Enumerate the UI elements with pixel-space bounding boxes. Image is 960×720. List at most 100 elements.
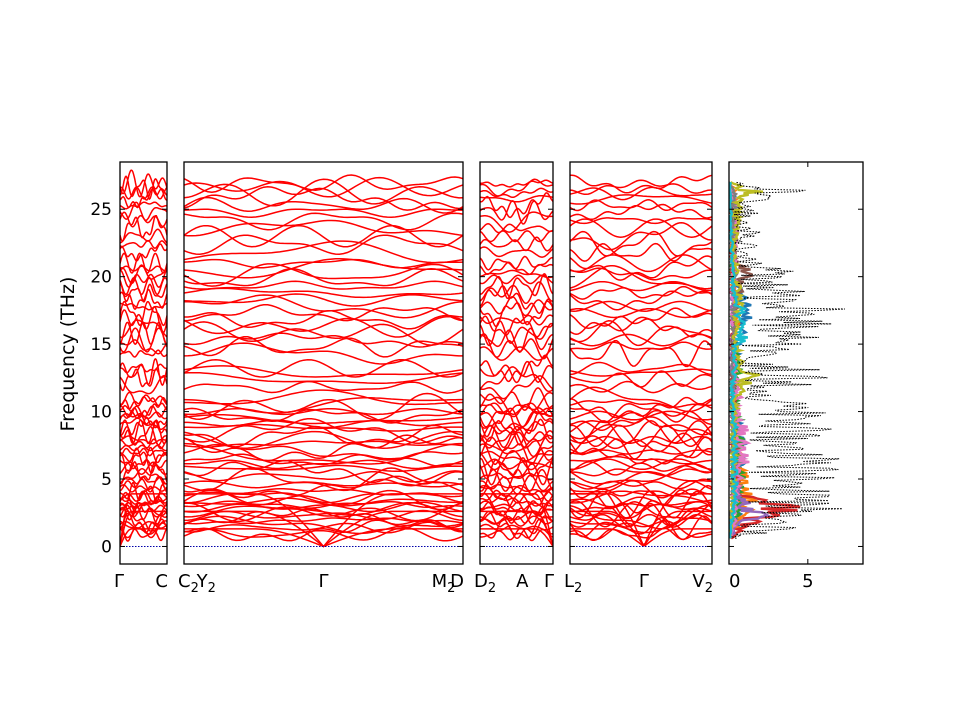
band-line <box>480 255 553 271</box>
band-line <box>480 484 553 493</box>
band-line <box>184 519 463 542</box>
x-tick-label: C <box>155 571 168 592</box>
band-line <box>120 252 167 274</box>
band-line <box>570 370 712 388</box>
band-line <box>184 359 463 378</box>
band-line <box>184 501 463 518</box>
dos-x-tick-label: 5 <box>802 571 813 592</box>
band-line <box>570 264 712 290</box>
band-line <box>184 293 463 307</box>
band-line <box>184 258 463 269</box>
band-line <box>570 179 712 196</box>
band-line <box>570 455 712 465</box>
band-line <box>570 399 712 408</box>
band-line <box>570 502 712 513</box>
band-line <box>120 391 167 407</box>
band-line <box>120 438 167 450</box>
band-line <box>480 230 553 243</box>
band-line <box>184 219 463 237</box>
band-line <box>120 435 167 445</box>
band-line <box>480 472 553 481</box>
band-line <box>184 434 463 462</box>
band-line <box>480 474 553 495</box>
band-line <box>570 341 712 350</box>
band-line <box>480 402 553 415</box>
band-line <box>570 410 712 421</box>
band-line <box>570 221 712 251</box>
band-line <box>570 435 712 444</box>
band-line <box>570 500 712 520</box>
band-line <box>480 298 553 328</box>
y-tick-label: 25 <box>90 200 112 220</box>
x-tick-label: A <box>516 571 529 592</box>
band-line <box>570 386 712 413</box>
band-line <box>570 490 712 504</box>
band-line <box>570 307 712 332</box>
band-line <box>184 397 463 414</box>
band-line <box>120 327 167 353</box>
y-tick-label: 0 <box>101 537 112 557</box>
band-line <box>184 417 463 445</box>
band-line <box>120 201 167 222</box>
band-line <box>570 194 712 205</box>
band-line <box>570 199 712 212</box>
band-line <box>120 306 167 334</box>
x-tick-label: V2 <box>692 571 713 596</box>
band-line <box>570 186 712 201</box>
band-line <box>120 497 167 507</box>
band-line <box>480 511 553 525</box>
band-line <box>184 315 463 338</box>
x-tick-label: M2 <box>432 571 456 596</box>
band-line <box>184 212 463 231</box>
band-line <box>184 521 463 534</box>
dos-frame <box>728 161 864 565</box>
band-line <box>184 234 463 255</box>
panel-d2-a-gamma: D2 A Γ <box>474 161 554 596</box>
band-line <box>120 446 167 467</box>
band-line <box>184 407 463 424</box>
band-line <box>570 217 712 225</box>
band-line <box>570 174 712 194</box>
band-line <box>480 354 553 383</box>
band-line <box>184 332 463 348</box>
band-lines <box>570 174 712 547</box>
band-line <box>120 451 167 474</box>
band-line <box>184 467 463 492</box>
x-tick-label: C2 <box>178 571 199 596</box>
band-line <box>480 315 553 338</box>
x-tick-label: Y2 <box>196 571 216 596</box>
band-line <box>480 492 553 517</box>
band-line <box>184 389 463 406</box>
panel-frame <box>569 161 713 565</box>
band-line <box>570 515 712 541</box>
band-line <box>480 366 553 393</box>
band-line <box>184 240 463 264</box>
band-line <box>184 502 463 523</box>
band-line <box>120 484 167 493</box>
band-line <box>480 199 553 225</box>
band-line <box>480 457 553 486</box>
band-line <box>570 254 712 273</box>
band-line <box>480 375 553 400</box>
band-line <box>120 419 167 445</box>
band-line <box>184 178 463 207</box>
band-line <box>184 440 463 448</box>
band-line <box>570 333 712 347</box>
band-line <box>570 500 712 528</box>
band-line <box>184 459 463 485</box>
band-line <box>120 447 167 457</box>
band-line <box>184 258 463 279</box>
band-line <box>570 432 712 456</box>
band-line <box>184 336 463 358</box>
band-line <box>184 208 463 218</box>
band-line <box>120 482 167 503</box>
band-line <box>120 459 167 470</box>
band-line <box>184 196 463 214</box>
band-line <box>120 460 167 485</box>
band-line <box>120 319 167 339</box>
band-line <box>570 307 712 319</box>
band-line <box>480 515 553 527</box>
band-line <box>120 363 167 374</box>
